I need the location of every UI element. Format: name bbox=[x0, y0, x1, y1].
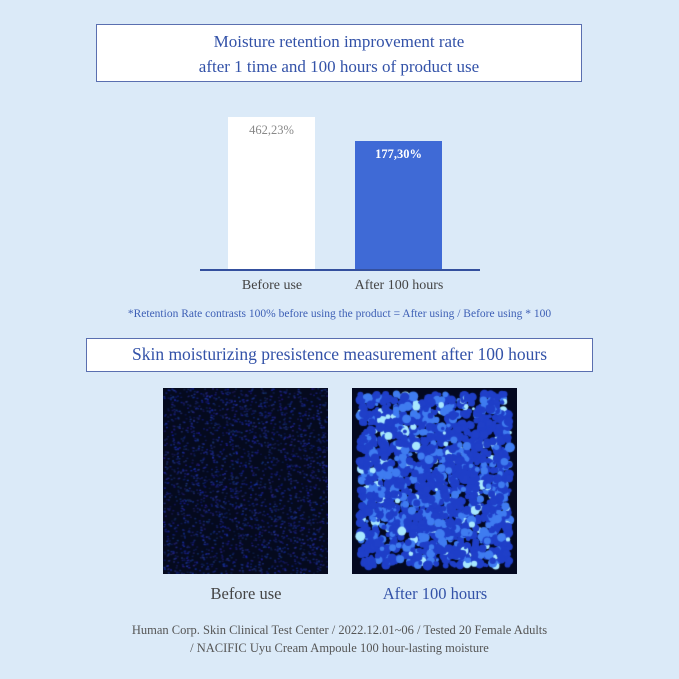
bar-0 bbox=[228, 117, 315, 270]
image-caption-after: After 100 hours bbox=[382, 584, 488, 603]
chart-title-box: Moisture retention improvement rate afte… bbox=[96, 24, 582, 82]
bar-data-label-1: 177,30% bbox=[375, 146, 422, 161]
bar-data-label-0: 462,23% bbox=[249, 123, 294, 137]
retention-note: *Retention Rate contrasts 100% before us… bbox=[127, 308, 552, 320]
bar-1 bbox=[355, 140, 442, 270]
section-title: Skin moisturizing presistence measuremen… bbox=[131, 344, 548, 364]
skin-image-before bbox=[163, 388, 328, 574]
section-title-box: Skin moisturizing presistence measuremen… bbox=[86, 338, 593, 372]
image-caption-before: Before use bbox=[210, 584, 282, 603]
chart-title-line2: after 1 time and 100 hours of product us… bbox=[198, 57, 480, 76]
category-label-after: After 100 hours bbox=[354, 278, 444, 293]
category-label-before: Before use bbox=[241, 278, 303, 293]
chart-title-line1: Moisture retention improvement rate bbox=[213, 32, 465, 51]
footer-line2: / NACIFIC Uyu Cream Ampoule 100 hour-las… bbox=[190, 641, 489, 655]
x-axis-line bbox=[200, 269, 480, 271]
footer-line1: Human Corp. Skin Clinical Test Center / … bbox=[131, 623, 548, 637]
skin-image-after bbox=[352, 388, 517, 574]
